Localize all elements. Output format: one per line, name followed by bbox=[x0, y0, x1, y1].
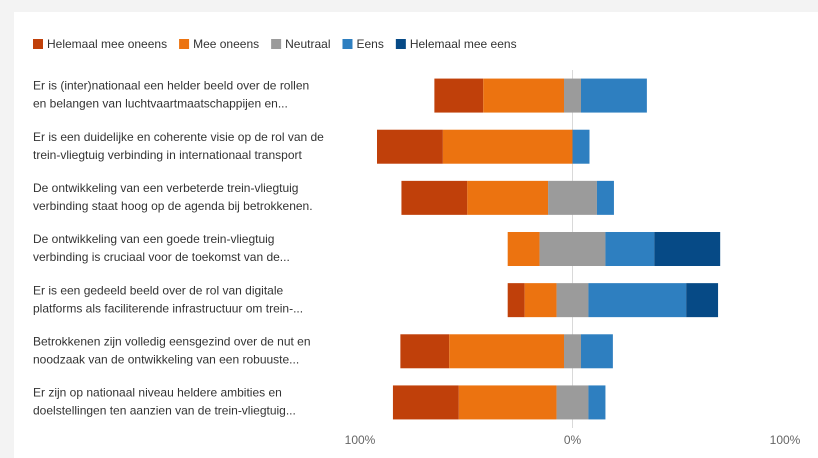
bar-segment bbox=[564, 334, 581, 369]
bar-segment bbox=[507, 283, 525, 318]
bar-segment bbox=[686, 283, 719, 318]
category-label: verbinding is cruciaal voor de toekomst … bbox=[33, 250, 290, 264]
bar-segment bbox=[588, 283, 687, 318]
category-label: doelstellingen ten aanzien van de trein-… bbox=[33, 404, 296, 418]
category-label: De ontwikkeling van een verbeterde trein… bbox=[33, 181, 298, 195]
legend-label: Mee oneens bbox=[193, 37, 259, 51]
bar-segment bbox=[442, 129, 573, 164]
bar-segment bbox=[483, 78, 564, 113]
bar-segment bbox=[572, 129, 590, 164]
legend-swatch bbox=[33, 39, 43, 49]
bar-segment bbox=[605, 232, 655, 266]
legend-swatch bbox=[395, 39, 406, 49]
legend-label: Helemaal mee oneens bbox=[47, 37, 167, 51]
category-label: Er is een duidelijke en coherente visie … bbox=[33, 130, 324, 144]
x-tick-label: 100% bbox=[770, 433, 801, 447]
bar-segment bbox=[539, 232, 606, 266]
legend-swatch bbox=[342, 39, 353, 49]
legend-swatch bbox=[271, 39, 282, 49]
category-label: verbinding staat hoog op de agenda bij b… bbox=[33, 199, 313, 213]
bar-segment bbox=[434, 78, 484, 113]
category-label: Er is (inter)nationaal een helder beeld … bbox=[33, 79, 309, 93]
category-label: De ontwikkeling van een goede trein-vlie… bbox=[33, 232, 274, 246]
legend-label: Neutraal bbox=[285, 37, 330, 51]
bar-segment bbox=[581, 334, 613, 369]
legend-label: Helemaal mee eens bbox=[410, 37, 517, 51]
bar-segment bbox=[401, 180, 468, 215]
bar-segment bbox=[654, 232, 721, 266]
bar-segment bbox=[392, 385, 459, 420]
bar-segment bbox=[588, 385, 606, 420]
category-label: noodzaak van de ontwikkeling van een rob… bbox=[33, 352, 299, 366]
category-label: Er is een gedeeld beeld over de rol van … bbox=[33, 283, 283, 297]
bar-segment bbox=[556, 385, 589, 420]
legend-swatch bbox=[179, 39, 190, 49]
category-label: trein-vliegtuig verbinding in internatio… bbox=[33, 148, 302, 162]
bar-segment bbox=[458, 385, 557, 420]
category-label: Betrokkenen zijn volledig eensgezind ove… bbox=[33, 334, 311, 348]
bar-segment bbox=[548, 180, 597, 215]
bar-segment bbox=[581, 78, 647, 113]
x-tick-label: 0% bbox=[564, 433, 582, 447]
category-label: Er zijn op nationaal niveau heldere ambi… bbox=[33, 386, 282, 400]
category-label: platforms als faciliterende infrastructu… bbox=[33, 301, 303, 315]
bar-segment bbox=[467, 180, 549, 215]
bar-segment bbox=[400, 334, 450, 369]
x-tick-label: 100% bbox=[345, 433, 376, 447]
bar-segment bbox=[556, 283, 589, 318]
bar-segment bbox=[524, 283, 557, 318]
bar-segment bbox=[507, 232, 540, 266]
bar-segment bbox=[596, 180, 614, 215]
bar-segment bbox=[377, 129, 443, 164]
legend-label: Eens bbox=[356, 37, 383, 51]
bar-segment bbox=[449, 334, 564, 369]
bar-segment bbox=[564, 78, 581, 113]
category-label: en belangen van luchtvaartmaatschappijen… bbox=[33, 97, 288, 111]
